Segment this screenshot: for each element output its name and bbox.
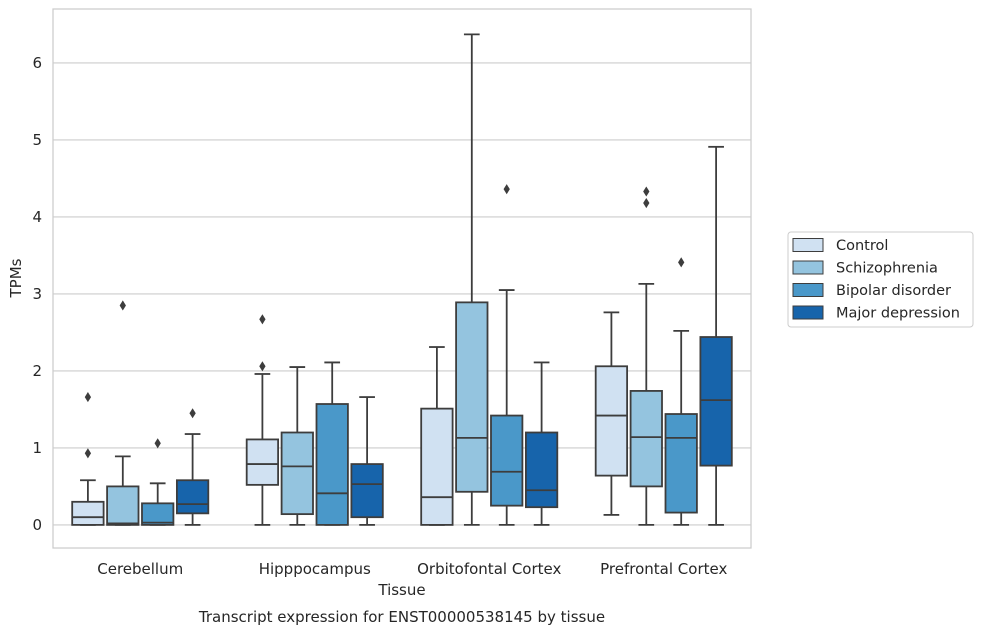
box-control	[245, 314, 280, 526]
box-iqr	[175, 479, 210, 515]
grid-lines	[53, 62, 751, 526]
y-tick-label: 3	[32, 285, 42, 303]
y-tick-label: 1	[32, 439, 42, 457]
box-iqr	[594, 365, 629, 477]
y-tick-label: 6	[32, 54, 42, 72]
box-bipolar-disorder	[664, 257, 698, 526]
box-schizophrenia	[455, 33, 489, 526]
outlier-point	[503, 184, 510, 195]
y-tick-label: 4	[32, 208, 42, 226]
y-axis-label: TPMs	[7, 258, 25, 298]
y-tick-label: 0	[32, 516, 42, 534]
box-bipolar-disorder	[141, 438, 175, 526]
box-iqr	[699, 336, 733, 467]
legend-label: Control	[836, 238, 888, 254]
box-schizophrenia	[106, 300, 140, 526]
box-iqr	[629, 390, 663, 488]
outlier-point	[259, 314, 266, 325]
box-schizophrenia	[629, 186, 663, 526]
box-iqr	[71, 500, 105, 526]
legend-frame	[787, 231, 974, 328]
legend-swatch	[792, 305, 824, 320]
box-major-depression	[350, 396, 384, 526]
box-bipolar-disorder	[315, 361, 349, 526]
box-iqr	[524, 431, 559, 509]
x-tick-label: Hipppocampus	[259, 560, 371, 578]
legend-swatch	[792, 283, 824, 297]
box-schizophrenia	[280, 366, 314, 526]
chart-caption: Transcript expression for ENST0000053814…	[198, 608, 605, 626]
box-iqr	[245, 438, 280, 486]
legend-swatch	[792, 260, 824, 275]
box-major-depression	[699, 145, 733, 526]
box-major-depression	[524, 361, 559, 526]
legend-label: Bipolar disorder	[836, 283, 951, 299]
box-iqr	[315, 403, 349, 526]
box-control	[594, 311, 629, 516]
x-tick-label: Cerebellum	[97, 560, 183, 578]
box-bipolar-disorder	[490, 184, 524, 526]
outlier-point	[643, 186, 650, 197]
outlier-point	[119, 300, 126, 311]
outlier-point	[678, 257, 685, 268]
x-tick-label: Orbitofontal Cortex	[417, 560, 561, 578]
legend-swatch	[792, 238, 824, 252]
box-control	[420, 346, 454, 526]
outlier-point	[84, 392, 92, 403]
box-iqr	[455, 301, 489, 493]
box-control	[71, 392, 105, 526]
box-iqr	[350, 463, 384, 519]
box-iqr	[280, 431, 314, 516]
box-groups	[71, 33, 733, 526]
legend-label: Major depression	[836, 306, 960, 322]
outlier-point	[154, 438, 161, 449]
plot-frame	[52, 8, 752, 549]
x-axis-label: Tissue	[377, 581, 425, 599]
x-tick-label: Prefrontal Cortex	[600, 560, 727, 578]
box-iqr	[106, 485, 140, 526]
box-major-depression	[175, 408, 210, 526]
box-iqr	[664, 413, 698, 514]
outlier-point	[189, 408, 196, 419]
y-tick-label: 5	[32, 131, 42, 149]
box-iqr	[490, 414, 524, 507]
x-tick-labels: Cerebellum Hipppocampus Orbitofontal Corte…	[97, 560, 727, 578]
legend: Control Schizophrenia Bipolar disorder Majo…	[787, 231, 974, 328]
y-tick-label: 2	[32, 362, 42, 380]
outlier-point	[643, 198, 650, 209]
legend-label: Schizophrenia	[836, 261, 938, 277]
outlier-point	[84, 448, 92, 459]
box-iqr	[420, 407, 454, 526]
y-tick-labels: 0 1 2 3 4 5 6	[32, 54, 42, 534]
box-iqr	[141, 502, 175, 526]
outlier-point	[259, 361, 266, 372]
